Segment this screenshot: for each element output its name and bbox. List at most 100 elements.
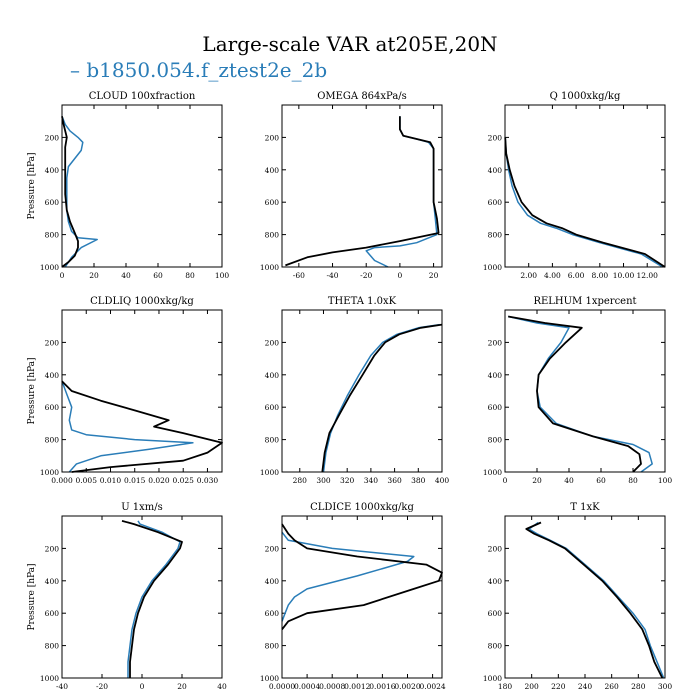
y-tick-label: 400 <box>265 166 280 175</box>
x-tick-label: 12.00 <box>636 271 658 280</box>
x-tick-label: 20 <box>429 271 439 280</box>
panel-title: U 1xm/s <box>121 502 163 513</box>
legend-entry: – b1850.054.f_ztest2e_2b <box>70 58 327 82</box>
x-tick-label: 80 <box>185 271 195 280</box>
x-tick-label: 0.0024 <box>419 682 445 691</box>
y-tick-label: 600 <box>265 609 280 618</box>
x-tick-label: 20 <box>532 476 542 485</box>
y-tick-label: 1000 <box>40 468 59 477</box>
y-tick-label: 600 <box>488 198 503 207</box>
plot-frame <box>61 104 223 268</box>
x-tick-label: 0.000 <box>51 476 73 485</box>
panel-title: THETA 1.0xK <box>328 296 397 307</box>
x-tick-label: 10.00 <box>613 271 635 280</box>
y-tick-label: 400 <box>488 371 503 380</box>
x-tick-label: 0.005 <box>76 476 98 485</box>
x-tick-label: 20 <box>89 271 99 280</box>
x-tick-label: 100 <box>215 271 230 280</box>
y-axis-label: Pressure [hPa] <box>27 563 37 630</box>
x-tick-label: 200 <box>525 682 540 691</box>
x-tick-label: 60 <box>596 476 606 485</box>
y-tick-label: 800 <box>265 436 280 445</box>
y-tick-label: 200 <box>488 338 503 347</box>
y-tick-label: 600 <box>488 609 503 618</box>
panel-title: T 1xK <box>570 502 600 513</box>
y-tick-label: 1000 <box>260 263 279 272</box>
x-tick-label: 180 <box>498 682 513 691</box>
x-tick-label: 0.0012 <box>344 682 370 691</box>
x-tick-label: -40 <box>326 271 338 280</box>
x-tick-label: 2.00 <box>520 271 537 280</box>
series-line-blue <box>365 116 438 268</box>
y-tick-label: 800 <box>45 231 60 240</box>
y-tick-label: 200 <box>45 544 60 553</box>
x-tick-label: 40 <box>217 682 227 691</box>
x-tick-label: 0.0000 <box>269 682 295 691</box>
x-tick-label: 280 <box>293 476 308 485</box>
x-tick-label: 0.0020 <box>394 682 420 691</box>
series-line-black <box>504 137 666 268</box>
chart-panel-4: CLDLIQ 1000xkg/kg Pressure [hPa] 200 400 600… <box>27 296 223 485</box>
x-tick-label: 80 <box>628 476 638 485</box>
x-tick-label: 280 <box>631 682 646 691</box>
y-tick-label: 400 <box>45 371 60 380</box>
x-tick-label: 0.0004 <box>294 682 320 691</box>
y-tick-label: 600 <box>265 198 280 207</box>
x-tick-label: 240 <box>578 682 593 691</box>
chart-panel-8: CLDICE 1000xkg/kg20040060080010000.00000… <box>260 502 446 691</box>
plot-frame <box>504 515 666 679</box>
x-tick-label: 0.0008 <box>319 682 345 691</box>
plot-frame <box>61 309 223 473</box>
y-tick-label: 400 <box>488 577 503 586</box>
series-line-blue <box>127 520 181 678</box>
y-tick-label: 600 <box>45 198 60 207</box>
plot-frame <box>281 104 443 268</box>
y-tick-label: 400 <box>265 577 280 586</box>
panel-title: CLDICE 1000xkg/kg <box>310 502 414 513</box>
chart-panel-5: THETA 1.0xK 200 400 600 800 1000 280 300 320 340 3… <box>260 296 449 485</box>
x-tick-label: -60 <box>293 271 305 280</box>
y-tick-label: 1000 <box>260 468 279 477</box>
y-tick-label: 800 <box>265 642 280 651</box>
panel-title: Q 1000xkg/kg <box>550 91 621 102</box>
x-tick-label: 0.020 <box>148 476 170 485</box>
x-tick-label: 380 <box>411 476 426 485</box>
y-tick-label: 1000 <box>40 674 59 683</box>
series-line-blue <box>281 531 415 622</box>
x-tick-label: 300 <box>658 682 673 691</box>
x-tick-label: 0 <box>503 476 508 485</box>
series-line-black <box>321 323 443 473</box>
y-tick-label: 200 <box>265 544 280 553</box>
series-line-blue <box>61 381 194 473</box>
y-tick-label: 600 <box>488 403 503 412</box>
y-tick-label: 400 <box>45 166 60 175</box>
y-tick-label: 600 <box>265 403 280 412</box>
x-tick-label: 340 <box>364 476 379 485</box>
x-tick-label: 4.00 <box>544 271 561 280</box>
y-tick-label: 800 <box>265 231 280 240</box>
x-tick-label: 100 <box>658 476 673 485</box>
y-tick-label: 1000 <box>483 674 502 683</box>
y-axis-label: Pressure [hPa] <box>27 152 37 219</box>
y-tick-label: 600 <box>45 609 60 618</box>
x-tick-label: 20 <box>177 682 187 691</box>
plot-frame <box>281 515 443 679</box>
legend-series-name: b1850.054.f_ztest2e_2b <box>86 58 328 82</box>
x-tick-label: 400 <box>435 476 450 485</box>
series-line-blue <box>61 116 98 268</box>
series-line-black <box>281 523 443 630</box>
x-tick-label: 40 <box>121 271 131 280</box>
series-line-black <box>285 116 440 267</box>
y-tick-label: 200 <box>45 338 60 347</box>
x-tick-label: 320 <box>340 476 355 485</box>
x-tick-label: 0 <box>398 271 403 280</box>
plot-frame <box>281 309 443 473</box>
plot-frame <box>504 104 666 268</box>
series-line-black <box>525 521 664 679</box>
y-tick-label: 200 <box>488 133 503 142</box>
x-tick-label: 0.0016 <box>369 682 395 691</box>
